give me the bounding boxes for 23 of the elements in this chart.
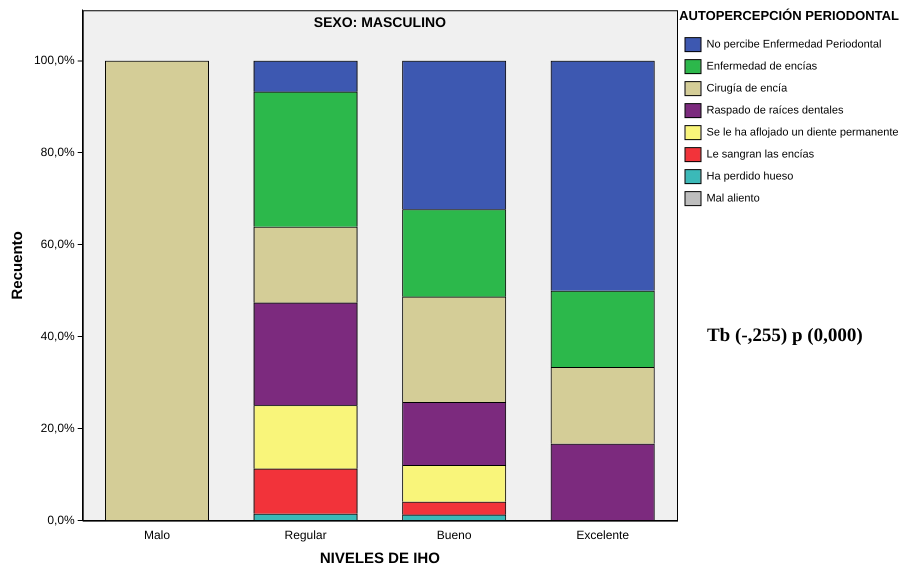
chart-title: SEXO: MASCULINO (314, 14, 446, 30)
legend-label: Raspado de raíces dentales (706, 104, 844, 117)
text: Tb (-,255) p (0,000) (707, 325, 863, 347)
legend-label: Enfermedad de encías (706, 60, 818, 73)
y-tick-label: 20,0% (40, 420, 76, 435)
x-tick-label: Excelente (576, 528, 630, 542)
x-axis-title: NIVELES DE IHO (320, 550, 440, 568)
y-tick-label: 0,0% (47, 512, 76, 527)
y-tick-label: 100,0% (34, 53, 76, 68)
y-tick-label: 60,0% (40, 237, 76, 252)
y-tick-label: 80,0% (40, 145, 76, 160)
y-tick-label: 40,0% (40, 328, 76, 343)
y-axis-title: Recuento (9, 231, 26, 300)
x-tick-label: Regular (284, 528, 327, 542)
legend-label: Mal aliento (706, 192, 760, 205)
legend-label: Cirugía de encía (706, 82, 788, 95)
legend-label: Le sangran las encías (706, 148, 815, 161)
x-tick-label: Bueno (436, 528, 472, 542)
legend-title: AUTOPERCEPCIÓN PERIODONTAL (679, 8, 899, 24)
legend-label: Ha perdido hueso (706, 170, 794, 183)
x-tick-label: Malo (144, 528, 170, 542)
legend-label: Se le ha aflojado un diente permanente (706, 126, 899, 139)
legend-label: No percibe Enfermedad Periodontal (706, 38, 882, 51)
